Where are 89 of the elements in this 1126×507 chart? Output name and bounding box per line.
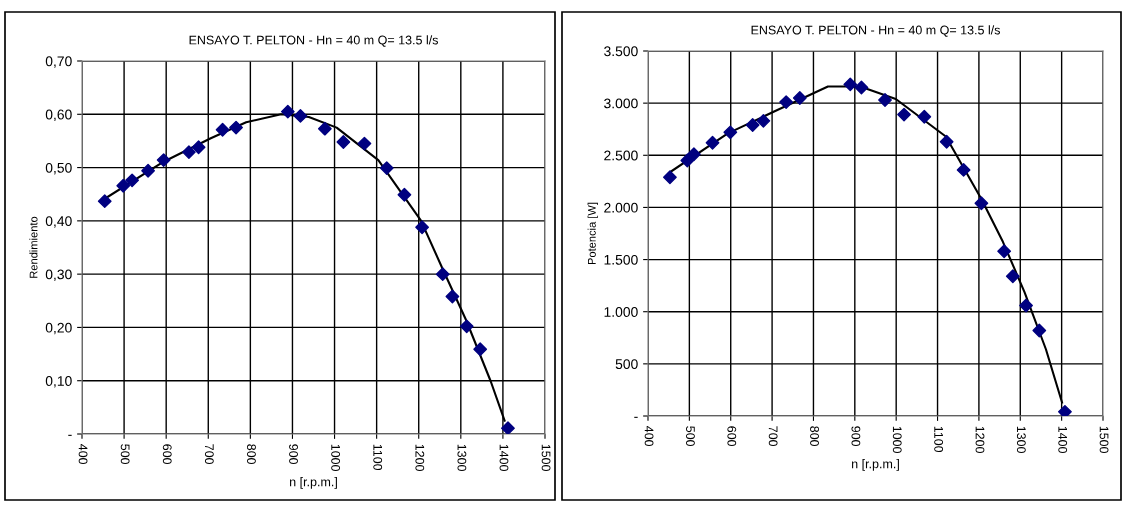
x-tick-label: 500 xyxy=(120,444,130,465)
x-tick-label: 1500 xyxy=(541,444,551,472)
x-tick-label: 900 xyxy=(289,444,298,465)
point xyxy=(501,421,515,434)
x-tick-label: 400 xyxy=(78,444,88,465)
point xyxy=(756,113,771,128)
point xyxy=(445,289,460,304)
y-tick-label: 1.500 xyxy=(604,254,638,265)
point xyxy=(1005,269,1020,284)
y-tick-label: 500 xyxy=(615,359,638,370)
point xyxy=(843,77,858,92)
y-tick-label: 2.500 xyxy=(604,150,638,161)
y-tick-label: - xyxy=(634,416,638,418)
point xyxy=(792,91,807,105)
x-tick-label: 1100 xyxy=(934,426,944,453)
point xyxy=(1058,404,1072,416)
point xyxy=(116,178,131,193)
point xyxy=(280,104,295,119)
x-tick-label: 700 xyxy=(204,444,214,465)
point xyxy=(397,187,412,202)
point xyxy=(854,80,869,95)
x-tick-label: 1200 xyxy=(975,426,985,454)
x-tick-label: 800 xyxy=(810,426,819,447)
chart-title: ENSAYO T. PELTON - Hn = 40 m Q= 13.5 l/s xyxy=(751,25,1000,37)
y-tick-label: 3.000 xyxy=(604,98,638,109)
point xyxy=(357,136,372,151)
y-tick-label: 3.500 xyxy=(604,46,638,57)
y-tick-label: 0,30 xyxy=(45,269,72,281)
chart-title: ENSAYO T. PELTON - Hn = 40 m Q= 13.5 l/s xyxy=(189,35,438,47)
x-tick-label: 600 xyxy=(162,444,172,465)
point xyxy=(997,244,1012,259)
x-tick-label: 1100 xyxy=(373,444,383,471)
x-axis-title: n [r.p.m.] xyxy=(290,477,337,489)
y-axis-title: Potencia [W] xyxy=(587,202,598,265)
point xyxy=(779,95,794,110)
point xyxy=(215,122,230,137)
x-tick-label: 500 xyxy=(686,426,695,447)
x-tick-label: 600 xyxy=(727,426,737,447)
point xyxy=(897,107,911,122)
y-tick-label: 0,40 xyxy=(45,216,72,228)
y-tick-label: 0,60 xyxy=(45,109,72,122)
x-tick-label: 400 xyxy=(644,426,654,447)
point xyxy=(229,120,243,135)
point xyxy=(97,194,112,209)
x-tick-label: 800 xyxy=(247,444,256,465)
x-tick-label: 900 xyxy=(851,426,861,447)
point xyxy=(687,147,701,162)
x-tick-label: 1300 xyxy=(457,444,467,472)
x-tick-label: 1400 xyxy=(499,444,509,472)
x-tick-label: 1200 xyxy=(415,444,425,472)
x-tick-label: 1000 xyxy=(892,426,902,454)
point xyxy=(723,125,738,140)
x-tick-label: 1500 xyxy=(1099,426,1109,454)
point xyxy=(878,93,892,107)
point xyxy=(956,162,971,177)
point xyxy=(293,108,308,123)
y-tick-label: 0,20 xyxy=(45,322,72,335)
point xyxy=(974,196,989,211)
x-axis-title: n [r.p.m.] xyxy=(852,459,899,471)
y-tick-label: 0,70 xyxy=(45,56,72,68)
x-tick-label: 700 xyxy=(768,426,778,447)
point xyxy=(1032,323,1047,338)
point xyxy=(156,153,171,168)
point xyxy=(459,319,474,334)
point xyxy=(317,121,332,136)
point xyxy=(917,109,932,124)
point xyxy=(1019,298,1033,313)
point xyxy=(336,135,351,149)
point xyxy=(473,342,488,357)
x-tick-label: 1400 xyxy=(1058,426,1068,454)
point xyxy=(191,140,206,155)
x-tick-label: 1000 xyxy=(331,444,341,472)
point xyxy=(663,170,677,185)
point xyxy=(415,220,430,235)
y-tick-label: 1.000 xyxy=(604,307,638,317)
y-axis-title: Rendimiento xyxy=(29,216,38,278)
y-tick-label: 0,10 xyxy=(45,376,72,388)
point xyxy=(141,163,155,178)
point xyxy=(182,145,196,160)
point xyxy=(705,135,720,150)
point xyxy=(435,267,450,282)
y-tick-label: 2.000 xyxy=(604,202,638,213)
y-tick-label: - xyxy=(68,434,72,436)
point xyxy=(939,134,954,149)
point xyxy=(745,118,760,132)
x-tick-label: 1300 xyxy=(1016,426,1026,454)
point xyxy=(379,161,394,176)
y-tick-label: 0,50 xyxy=(45,162,72,175)
point xyxy=(125,173,139,188)
